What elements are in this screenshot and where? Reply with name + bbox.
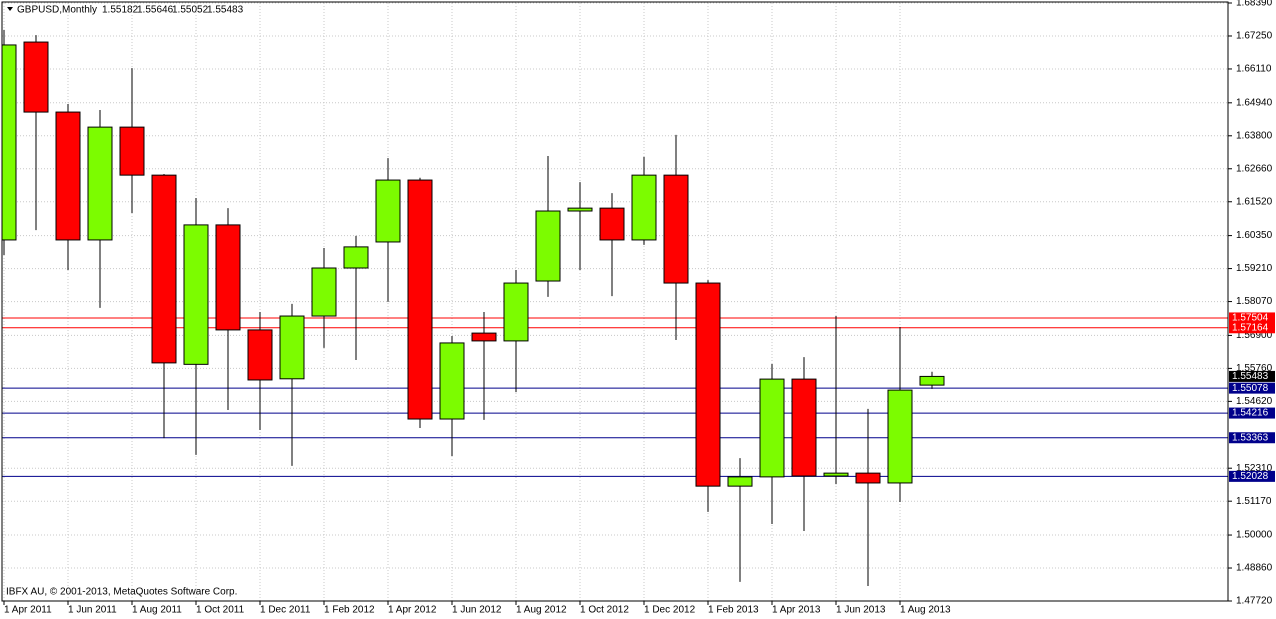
x-tick-label: 1 Oct 2011: [196, 605, 245, 616]
x-tick-label: 1 Apr 2011: [4, 605, 52, 616]
level-label: 1.53363: [1232, 432, 1269, 443]
chart-title: GBPUSD,Monthly: [17, 5, 97, 16]
y-tick-label: 1.48860: [1236, 563, 1273, 574]
ohlc-high: 1.55646: [137, 5, 174, 16]
ohlc-close: 1.55483: [207, 5, 244, 16]
candle-body: [503, 282, 529, 342]
y-tick-label: 1.62660: [1236, 163, 1273, 174]
y-tick-label: 1.59210: [1236, 263, 1273, 274]
x-tick-label: 1 Aug 2012: [516, 605, 567, 616]
level-label-bg: [1229, 407, 1275, 419]
x-tick-label: 1 Feb 2012: [324, 605, 375, 616]
y-tick-label: 1.58070: [1236, 296, 1273, 307]
candle-body: [119, 126, 145, 176]
menu-triangle: [7, 7, 13, 11]
candle-body: [23, 41, 49, 113]
x-tick-label: 1 Dec 2011: [260, 605, 311, 616]
x-tick-label: 1 Apr 2013: [772, 605, 821, 616]
candle-body: [631, 174, 657, 241]
y-tick-label: 1.60350: [1236, 230, 1273, 241]
y-tick-label: 1.55760: [1236, 363, 1273, 374]
x-tick-label: 1 Jun 2011: [68, 605, 117, 616]
candle-body: [151, 174, 177, 364]
candle-body: [535, 210, 561, 282]
candle-body: [887, 389, 913, 484]
candle-body: [599, 207, 625, 241]
candle-body: [215, 224, 241, 331]
level-label-bg: [1229, 432, 1275, 444]
x-tick-label: 1 Jun 2013: [836, 605, 886, 616]
bid-label-bg: [1229, 370, 1275, 382]
x-tick-label: 1 Aug 2013: [900, 605, 951, 616]
y-tick-label: 1.66110: [1236, 64, 1272, 75]
candle-body: [855, 472, 881, 484]
level-label: 1.54216: [1232, 408, 1269, 419]
y-tick-label: 1.67250: [1236, 31, 1273, 42]
x-tick-label: 1 Dec 2012: [644, 605, 696, 616]
candle-body: [311, 267, 337, 317]
candles: [2, 29, 945, 586]
level-label-bg: [1229, 382, 1275, 394]
candle-body: [823, 472, 849, 477]
candle-body: [663, 174, 689, 284]
y-tick-label: 1.56900: [1236, 330, 1273, 341]
candle-body: [87, 126, 113, 241]
level-label-bg: [1229, 312, 1275, 324]
level-label: 1.57164: [1232, 322, 1269, 333]
candle-body: [791, 378, 817, 477]
candle-body: [471, 332, 497, 342]
candle-body: [407, 179, 433, 420]
y-tick-label: 1.54620: [1236, 396, 1273, 407]
candle-body: [55, 111, 81, 241]
y-tick-label: 1.63800: [1236, 130, 1273, 141]
x-tick-label: 1 Feb 2013: [708, 605, 759, 616]
y-tick-label: 1.47720: [1236, 596, 1273, 607]
candle-body: [759, 378, 785, 478]
y-tick-label: 1.51170: [1236, 496, 1272, 507]
level-label: 1.52028: [1232, 471, 1269, 482]
candle-body: [247, 329, 273, 381]
bid-label: 1.55483: [1232, 371, 1269, 382]
candle-body: [279, 315, 305, 380]
candle-body: [439, 342, 465, 420]
candle-body: [183, 224, 209, 365]
x-tick-label: 1 Apr 2012: [388, 605, 437, 616]
candle-body: [919, 375, 945, 386]
copyright: IBFX AU, © 2001-2013, MetaQuotes Softwar…: [6, 587, 237, 598]
y-tick-label: 1.52310: [1236, 463, 1273, 474]
level-label-bg: [1229, 322, 1275, 334]
candle-body: [343, 246, 369, 269]
level-label: 1.57504: [1232, 313, 1269, 324]
y-tick-label: 1.61520: [1236, 196, 1273, 207]
y-tick-label: 1.68390: [1236, 0, 1273, 9]
level-label-bg: [1229, 470, 1275, 482]
candle-body: [375, 179, 401, 243]
x-tick-label: 1 Oct 2012: [580, 605, 629, 616]
ohlc-low: 1.55052: [172, 5, 209, 16]
y-tick-label: 1.50000: [1236, 530, 1273, 541]
level-label: 1.55078: [1232, 383, 1269, 394]
candle-body: [2, 44, 17, 241]
candle-body: [567, 207, 593, 212]
candle-body: [727, 476, 753, 487]
y-tick-label: 1.64940: [1236, 97, 1273, 108]
x-tick-label: 1 Jun 2012: [452, 605, 502, 616]
x-tick-label: 1 Aug 2011: [132, 605, 182, 616]
candle-body: [695, 282, 721, 487]
ohlc-open: 1.55182: [102, 5, 139, 16]
